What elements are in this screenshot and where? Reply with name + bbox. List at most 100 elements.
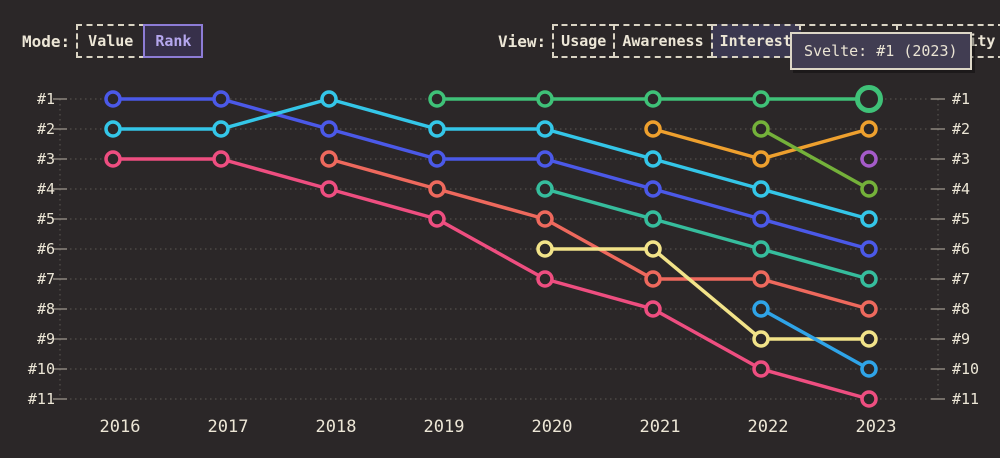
y-axis-label-left: #7 <box>37 270 55 288</box>
point-blue-2017[interactable] <box>212 90 230 108</box>
series-cyan <box>104 90 878 228</box>
point-yellow-2020[interactable] <box>536 240 554 258</box>
point-teal-2020[interactable] <box>536 180 554 198</box>
point-salmon-2021[interactable] <box>644 270 662 288</box>
series-blue <box>104 90 878 258</box>
point-sky-2022[interactable] <box>752 300 770 318</box>
view-label: View: <box>498 31 547 51</box>
series-olive <box>752 120 878 198</box>
y-axis-label-left: #4 <box>37 180 55 198</box>
point-pink-2018[interactable] <box>320 180 338 198</box>
point-yellow-2022[interactable] <box>752 330 770 348</box>
point-salmon-2020[interactable] <box>536 210 554 228</box>
point-pink-2021[interactable] <box>644 300 662 318</box>
x-axis-label: 2023 <box>856 417 897 437</box>
series-sky <box>752 300 878 378</box>
point-blue-2018[interactable] <box>320 120 338 138</box>
point-cyan-2016[interactable] <box>104 120 122 138</box>
y-axis-label-right: #2 <box>952 120 970 138</box>
x-axis-label: 2019 <box>424 417 465 437</box>
point-teal-2021[interactable] <box>644 210 662 228</box>
mode-toggle-group: Mode: Value Rank <box>22 24 204 58</box>
view-option-interest[interactable]: Interest <box>710 24 801 58</box>
y-axis-label-right: #8 <box>952 300 970 318</box>
y-axis-label-right: #4 <box>952 180 970 198</box>
x-axis-label: 2022 <box>748 417 789 437</box>
y-axis-label-left: #2 <box>37 120 55 138</box>
point-olive-2023[interactable] <box>860 180 878 198</box>
y-axis-label-left: #3 <box>37 150 55 168</box>
point-teal-2023[interactable] <box>860 270 878 288</box>
series-purple <box>860 150 878 168</box>
y-axis-label-right: #3 <box>952 150 970 168</box>
point-blue-2019[interactable] <box>428 150 446 168</box>
point-blue-2022[interactable] <box>752 210 770 228</box>
y-axis-label-left: #1 <box>37 90 55 108</box>
y-axis-label-left: #11 <box>28 390 55 408</box>
y-axis-label-left: #10 <box>28 360 55 378</box>
point-cyan-2020[interactable] <box>536 120 554 138</box>
mode-option-rank[interactable]: Rank <box>143 24 204 58</box>
point-svelte-green-2023[interactable] <box>855 85 883 113</box>
point-yellow-2023[interactable] <box>860 330 878 348</box>
point-blue-2020[interactable] <box>536 150 554 168</box>
x-axis-label: 2016 <box>100 417 141 437</box>
point-svelte-green-2020[interactable] <box>536 90 554 108</box>
point-blue-2016[interactable] <box>104 90 122 108</box>
point-teal-2022[interactable] <box>752 240 770 258</box>
point-orange-2022[interactable] <box>752 150 770 168</box>
y-axis-label-right: #10 <box>952 360 979 378</box>
point-pink-2017[interactable] <box>212 150 230 168</box>
point-salmon-2023[interactable] <box>860 300 878 318</box>
x-axis-label: 2018 <box>316 417 357 437</box>
series-pink <box>104 150 878 408</box>
point-blue-2021[interactable] <box>644 180 662 198</box>
point-salmon-2019[interactable] <box>428 180 446 198</box>
point-sky-2023[interactable] <box>860 360 878 378</box>
point-pink-2023[interactable] <box>860 390 878 408</box>
gridlines <box>59 98 939 400</box>
point-svelte-green-2021[interactable] <box>644 90 662 108</box>
x-axis-label: 2020 <box>532 417 573 437</box>
point-orange-2021[interactable] <box>644 120 662 138</box>
point-cyan-2019[interactable] <box>428 120 446 138</box>
point-pink-2016[interactable] <box>104 150 122 168</box>
point-salmon-2022[interactable] <box>752 270 770 288</box>
y-axis-label-right: #5 <box>952 210 970 228</box>
y-axis-label-left: #5 <box>37 210 55 228</box>
point-cyan-2018[interactable] <box>320 90 338 108</box>
point-cyan-2017[interactable] <box>212 120 230 138</box>
y-axis-label-right: #1 <box>952 90 970 108</box>
point-orange-2023[interactable] <box>860 120 878 138</box>
point-cyan-2021[interactable] <box>644 150 662 168</box>
y-axis-label-right: #6 <box>952 240 970 258</box>
point-olive-2022[interactable] <box>752 120 770 138</box>
series-svelte-green <box>428 85 883 113</box>
point-pink-2022[interactable] <box>752 360 770 378</box>
point-cyan-2022[interactable] <box>752 180 770 198</box>
point-pink-2020[interactable] <box>536 270 554 288</box>
y-axis-label-left: #9 <box>37 330 55 348</box>
x-axis-label: 2021 <box>640 417 681 437</box>
point-svelte-green-2019[interactable] <box>428 90 446 108</box>
series-salmon <box>320 150 878 318</box>
point-purple-2023[interactable] <box>860 150 878 168</box>
y-axis-label-left: #6 <box>37 240 55 258</box>
point-cyan-2023[interactable] <box>860 210 878 228</box>
mode-label: Mode: <box>22 31 71 51</box>
series-teal <box>536 180 878 288</box>
point-pink-2019[interactable] <box>428 210 446 228</box>
point-yellow-2021[interactable] <box>644 240 662 258</box>
point-svelte-green-2022[interactable] <box>752 90 770 108</box>
y-axis-label-left: #8 <box>37 300 55 318</box>
point-salmon-2018[interactable] <box>320 150 338 168</box>
tooltip: Svelte: #1 (2023) <box>790 32 972 70</box>
point-blue-2023[interactable] <box>860 240 878 258</box>
y-axis-label-right: #9 <box>952 330 970 348</box>
x-axis-label: 2017 <box>208 417 249 437</box>
series-yellow <box>536 240 878 348</box>
y-axis-label-right: #11 <box>952 390 979 408</box>
y-axis-label-right: #7 <box>952 270 970 288</box>
